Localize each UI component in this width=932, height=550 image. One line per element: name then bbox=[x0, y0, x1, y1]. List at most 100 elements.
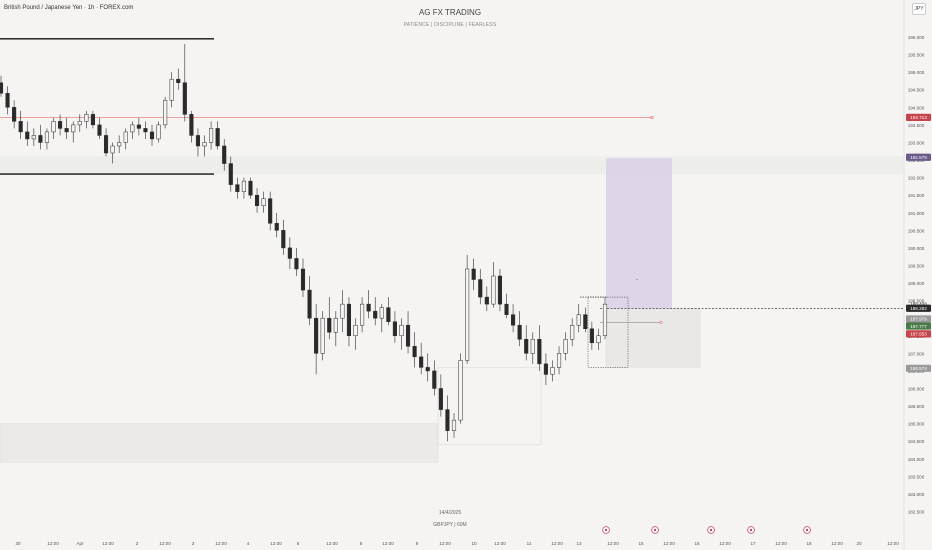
x-axis-label: 12:00 bbox=[47, 541, 59, 546]
candle-down bbox=[90, 114, 95, 126]
price-label: 186.574 bbox=[910, 366, 927, 371]
candle-down bbox=[438, 388, 443, 410]
y-tick-label: 194.500 bbox=[908, 88, 925, 93]
event-icon-dot bbox=[653, 528, 657, 532]
candle-down bbox=[254, 194, 260, 206]
price-label: 188.282 bbox=[910, 306, 927, 311]
candle-up bbox=[379, 307, 384, 319]
x-axis-label: 18 bbox=[806, 541, 812, 546]
candle-down bbox=[412, 346, 417, 358]
x-axis-label: 12:00 bbox=[102, 541, 114, 546]
candle-down bbox=[471, 268, 476, 280]
target-zone bbox=[606, 158, 672, 309]
candle-down bbox=[176, 78, 181, 83]
watermark-title: AG FX TRADING bbox=[418, 8, 482, 17]
y-tick-label: 195.000 bbox=[908, 70, 925, 75]
candle-down bbox=[248, 180, 253, 196]
x-axis-label: 12:00 bbox=[775, 541, 787, 546]
candle-up bbox=[163, 100, 168, 126]
candle-down bbox=[484, 296, 489, 305]
price-label-bg bbox=[906, 304, 931, 312]
alert-icon bbox=[659, 320, 663, 324]
candle-up bbox=[550, 367, 555, 375]
x-axis-label: 12:00 bbox=[215, 541, 227, 546]
y-tick-label: 183.000 bbox=[908, 492, 925, 497]
y-tick-label: 194.000 bbox=[908, 105, 925, 110]
candle-down bbox=[281, 230, 286, 249]
y-tick-label: 185.500 bbox=[908, 404, 925, 409]
candle-down bbox=[195, 135, 201, 147]
currency-button[interactable]: JPY bbox=[912, 3, 926, 15]
candle-down bbox=[5, 93, 10, 108]
y-tick-label: 190.000 bbox=[908, 246, 925, 251]
x-axis-label: 12:00 bbox=[831, 541, 843, 546]
candle-down bbox=[432, 370, 437, 389]
candle-down bbox=[38, 135, 43, 143]
x-axis-label: 2 bbox=[136, 541, 139, 546]
y-tick-label: 190.500 bbox=[908, 228, 925, 233]
x-axis-label: 12:00 bbox=[494, 541, 506, 546]
demand-zone-left bbox=[0, 423, 439, 463]
candle-down bbox=[0, 82, 4, 94]
candle-down bbox=[18, 121, 23, 133]
candle-down bbox=[307, 289, 312, 319]
candle-down bbox=[373, 310, 378, 319]
candle-down bbox=[583, 314, 588, 329]
candle-up bbox=[31, 135, 36, 140]
candle-up bbox=[71, 124, 76, 133]
x-axis-label: 12:00 bbox=[382, 541, 394, 546]
candle-up bbox=[117, 142, 122, 147]
candle-down bbox=[268, 198, 273, 224]
x-axis-label: 12:00 bbox=[159, 541, 171, 546]
candle-down bbox=[504, 303, 509, 315]
price-label: 187.979 bbox=[910, 317, 927, 322]
x-axis-label: 12:00 bbox=[719, 541, 731, 546]
y-tick-label: 186.000 bbox=[908, 386, 925, 391]
candle-up bbox=[340, 303, 345, 319]
candle-up bbox=[602, 303, 608, 337]
candle-up bbox=[451, 419, 457, 431]
candle-down bbox=[25, 131, 30, 140]
price-label: 187.777 bbox=[910, 324, 927, 329]
candle-down bbox=[366, 303, 371, 312]
y-tick-label: 192.000 bbox=[908, 176, 925, 181]
candle-down bbox=[222, 145, 227, 164]
x-axis-label: 30 bbox=[15, 541, 21, 546]
candle-down bbox=[327, 317, 332, 333]
y-tick-label: 193.000 bbox=[908, 140, 925, 145]
candle-down bbox=[346, 303, 352, 337]
symbol-title: British Pound / Japanese Yen · 1h · FORE… bbox=[4, 5, 134, 11]
candle-up bbox=[458, 360, 463, 421]
candle-down bbox=[543, 363, 548, 375]
candle-up bbox=[576, 314, 581, 326]
candle-up bbox=[51, 121, 56, 133]
candle-up bbox=[333, 317, 338, 333]
candle-up bbox=[130, 124, 135, 133]
price-label-bg bbox=[906, 315, 931, 323]
x-axis-label: 16 bbox=[694, 541, 700, 546]
candle-down bbox=[274, 223, 279, 231]
candle-down bbox=[228, 163, 233, 185]
x-axis-label: 12:00 bbox=[607, 541, 619, 546]
y-tick-label: 191.000 bbox=[908, 211, 925, 216]
y-tick-label: 195.500 bbox=[908, 53, 925, 58]
x-axis-label: 8 bbox=[360, 541, 363, 546]
candle-down bbox=[392, 321, 397, 337]
y-tick-label: 196.000 bbox=[908, 35, 925, 40]
supply-zone bbox=[0, 156, 904, 175]
candle-up bbox=[530, 339, 535, 354]
x-axis-label: 13 bbox=[576, 541, 582, 546]
candle-up bbox=[596, 335, 601, 344]
y-tick-label: 184.500 bbox=[908, 439, 925, 444]
candle-up bbox=[320, 317, 325, 354]
candle-down bbox=[149, 131, 155, 140]
x-axis-label: 6 bbox=[297, 541, 300, 546]
alert-icon bbox=[650, 115, 654, 120]
candle-up bbox=[491, 275, 496, 305]
candle-up bbox=[241, 180, 246, 192]
x-axis-label: 9 bbox=[416, 541, 419, 546]
candle-up bbox=[570, 324, 575, 340]
x-axis-label: 10 bbox=[471, 541, 477, 546]
